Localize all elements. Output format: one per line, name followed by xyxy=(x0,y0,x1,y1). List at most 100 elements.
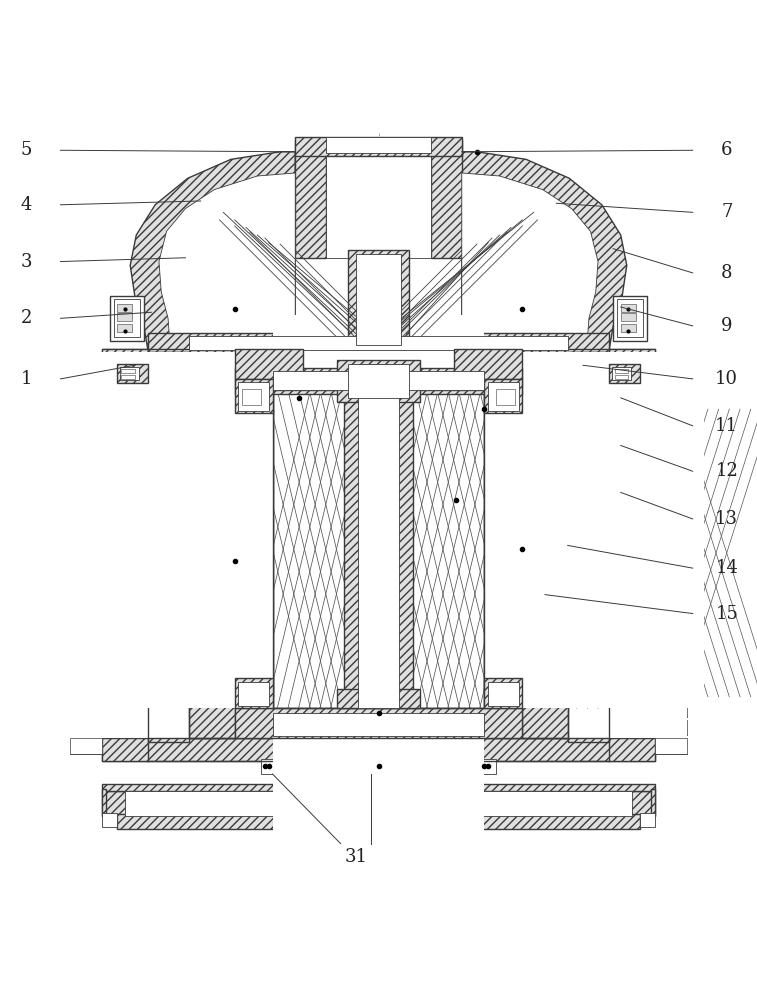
Bar xyxy=(189,368,235,738)
Bar xyxy=(431,140,462,258)
Bar xyxy=(70,647,102,662)
Bar xyxy=(189,368,235,738)
Bar xyxy=(238,382,269,411)
Bar xyxy=(70,374,102,389)
Bar xyxy=(70,428,102,444)
Bar xyxy=(522,368,568,738)
Bar xyxy=(273,409,484,697)
Bar xyxy=(189,336,568,350)
Bar xyxy=(117,364,148,383)
Bar xyxy=(484,678,522,708)
Bar xyxy=(655,483,687,498)
Bar xyxy=(484,352,704,708)
Polygon shape xyxy=(130,152,295,349)
Bar xyxy=(70,738,102,754)
Bar xyxy=(655,574,687,589)
Bar xyxy=(454,349,522,379)
Bar xyxy=(609,364,640,383)
Bar xyxy=(148,356,189,742)
Bar xyxy=(615,369,628,373)
Bar xyxy=(117,313,132,321)
Bar xyxy=(326,140,431,258)
Text: 31: 31 xyxy=(344,848,367,866)
Bar xyxy=(120,367,139,380)
Text: 14: 14 xyxy=(715,559,738,577)
Bar xyxy=(70,574,102,589)
Bar xyxy=(70,629,102,644)
Bar xyxy=(102,813,117,827)
Text: 3: 3 xyxy=(20,253,33,271)
Bar xyxy=(655,720,687,735)
Bar xyxy=(273,713,484,736)
Bar xyxy=(479,759,496,774)
Bar xyxy=(344,765,413,776)
Bar xyxy=(655,629,687,644)
Bar xyxy=(70,465,102,480)
Text: 5: 5 xyxy=(20,141,33,159)
Bar xyxy=(148,352,189,375)
Bar xyxy=(121,369,135,373)
Bar xyxy=(235,708,522,738)
Bar xyxy=(273,390,484,708)
Bar xyxy=(621,304,636,312)
Bar xyxy=(273,708,484,833)
Bar xyxy=(114,299,140,337)
Polygon shape xyxy=(462,152,627,349)
Bar xyxy=(189,409,273,697)
Polygon shape xyxy=(462,173,598,349)
Bar xyxy=(273,371,484,390)
Bar xyxy=(110,296,144,341)
Bar xyxy=(655,355,687,371)
Text: 9: 9 xyxy=(721,317,733,335)
Bar xyxy=(102,791,655,816)
Bar xyxy=(621,313,636,321)
Bar xyxy=(102,789,106,816)
Bar xyxy=(613,296,647,341)
Bar xyxy=(70,483,102,498)
Text: 1: 1 xyxy=(20,370,33,388)
Bar xyxy=(621,324,636,332)
Bar xyxy=(70,447,102,462)
Bar xyxy=(655,611,687,626)
Bar xyxy=(273,390,484,708)
Bar xyxy=(117,324,132,332)
Bar xyxy=(484,409,568,697)
Bar xyxy=(655,392,687,407)
Bar xyxy=(488,682,519,706)
Bar xyxy=(337,689,420,708)
Bar xyxy=(70,702,102,717)
Bar xyxy=(609,349,655,761)
Bar xyxy=(337,360,420,402)
Bar xyxy=(70,666,102,681)
Bar xyxy=(356,254,401,345)
Bar xyxy=(617,299,643,337)
Bar xyxy=(655,374,687,389)
Bar xyxy=(615,375,628,379)
Bar xyxy=(70,410,102,425)
Bar xyxy=(242,389,261,405)
Bar xyxy=(655,647,687,662)
Bar xyxy=(117,814,640,829)
Bar xyxy=(148,333,609,352)
Bar xyxy=(189,409,273,697)
Bar xyxy=(273,315,484,390)
Text: 8: 8 xyxy=(721,264,733,282)
Bar xyxy=(70,611,102,626)
Text: 12: 12 xyxy=(715,462,738,480)
Bar xyxy=(70,593,102,608)
Bar xyxy=(655,501,687,517)
Bar xyxy=(70,501,102,517)
Bar xyxy=(655,666,687,681)
Bar xyxy=(70,538,102,553)
Text: 13: 13 xyxy=(715,510,738,528)
Bar xyxy=(102,349,148,761)
Bar xyxy=(522,368,568,738)
Bar xyxy=(655,428,687,444)
Bar xyxy=(235,379,273,413)
Bar xyxy=(295,140,326,258)
Text: 2: 2 xyxy=(20,309,33,327)
Bar xyxy=(348,250,409,349)
Bar xyxy=(640,813,655,827)
Bar xyxy=(358,364,399,708)
Bar xyxy=(484,379,522,413)
